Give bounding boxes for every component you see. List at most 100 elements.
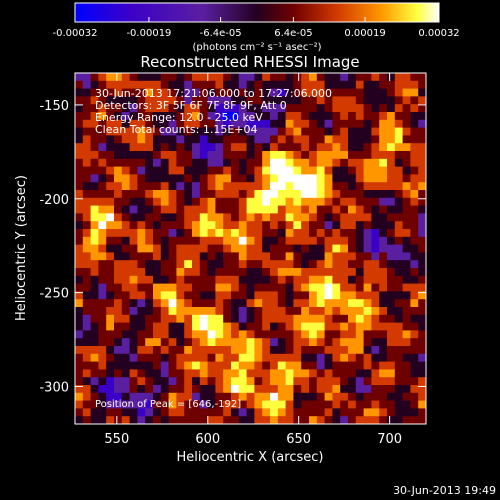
heatmap-cell <box>418 392 426 402</box>
heatmap-cell <box>254 197 263 207</box>
heatmap-cell <box>285 299 294 308</box>
heatmap-cell <box>371 346 380 355</box>
heatmap-cell <box>324 416 333 424</box>
heatmap-cell <box>215 221 224 230</box>
heatmap-cell <box>121 88 131 97</box>
heatmap-cell <box>192 229 201 238</box>
heatmap-cell <box>114 260 123 269</box>
heatmap-cell <box>223 96 232 105</box>
heatmap-cell <box>394 322 404 331</box>
heatmap-cell <box>82 353 92 363</box>
heatmap-cell <box>160 151 170 160</box>
heatmap-cell <box>410 143 419 152</box>
heatmap-cell <box>98 283 107 292</box>
heatmap-cell <box>137 197 146 207</box>
heatmap-cell <box>176 96 185 105</box>
heatmap-cell <box>324 112 333 121</box>
heatmap-cell <box>402 307 411 316</box>
heatmap-cell <box>121 104 131 113</box>
x-tick-label: 700 <box>377 432 402 447</box>
heatmap-cell <box>98 361 107 370</box>
heatmap-cell <box>90 127 99 136</box>
heatmap-cell <box>394 385 404 394</box>
heatmap-cell <box>246 182 255 191</box>
heatmap-cell <box>168 307 177 316</box>
heatmap-cell <box>324 400 333 409</box>
heatmap-cell <box>121 236 131 246</box>
heatmap-cell <box>387 322 396 331</box>
heatmap-cell <box>184 244 193 253</box>
heatmap-cell <box>238 408 248 417</box>
heatmap-cell <box>153 385 162 394</box>
heatmap-cell <box>98 346 107 355</box>
heatmap-cell <box>277 392 287 402</box>
heatmap-cell <box>262 135 271 144</box>
heatmap-cell <box>114 190 123 199</box>
heatmap-cell <box>402 416 411 424</box>
heatmap-cell <box>246 252 255 261</box>
heatmap-cell <box>301 322 310 331</box>
heatmap-cell <box>371 229 380 238</box>
heatmap-cell <box>82 283 92 292</box>
heatmap-cell <box>184 127 193 136</box>
heatmap-cell <box>324 275 333 285</box>
heatmap-cell <box>106 229 115 238</box>
heatmap-cell <box>246 158 255 168</box>
heatmap-cell <box>121 283 131 292</box>
heatmap-cell <box>348 400 357 409</box>
heatmap-cell <box>160 221 170 230</box>
heatmap-cell <box>371 416 380 424</box>
heatmap-cell <box>176 221 185 230</box>
heatmap-cell <box>379 190 388 199</box>
heatmap-cell <box>129 182 138 191</box>
heatmap-cell <box>199 158 209 168</box>
heatmap-cell <box>160 244 170 253</box>
heatmap-cell <box>207 190 216 199</box>
heatmap-cell <box>199 182 209 191</box>
heatmap-cell <box>199 229 209 238</box>
heatmap-cell <box>231 205 240 214</box>
heatmap-cell <box>332 283 341 292</box>
heatmap-cell <box>246 244 255 253</box>
heatmap-cell <box>355 275 365 285</box>
heatmap-cell <box>316 197 326 207</box>
heatmap-cell <box>316 275 326 285</box>
heatmap-cell <box>82 275 92 285</box>
heatmap-cell <box>301 361 310 370</box>
heatmap-cell <box>207 112 216 121</box>
heatmap-cell <box>301 244 310 253</box>
heatmap-cell <box>215 174 224 183</box>
heatmap-cell <box>402 322 411 331</box>
heatmap-cell <box>254 369 263 378</box>
heatmap-cell <box>168 299 177 308</box>
heatmap-cell <box>223 229 232 238</box>
heatmap-cell <box>348 182 357 191</box>
heatmap-cell <box>371 244 380 253</box>
heatmap-cell <box>145 338 154 347</box>
heatmap-cell <box>246 260 255 269</box>
heatmap-cell <box>332 369 341 378</box>
heatmap-cell <box>176 119 185 129</box>
heatmap-cell <box>355 361 365 370</box>
heatmap-cell <box>137 385 146 394</box>
heatmap-cell <box>309 213 318 222</box>
heatmap-cell <box>293 268 302 277</box>
heatmap-cell <box>192 369 201 378</box>
heatmap-cell <box>301 151 310 160</box>
heatmap-cell <box>371 252 380 261</box>
heatmap-cell <box>309 119 318 129</box>
heatmap-cell <box>316 377 326 386</box>
heatmap-cell <box>90 314 99 324</box>
heatmap-cell <box>277 369 287 378</box>
heatmap-cell <box>121 299 131 308</box>
heatmap-cell <box>106 182 115 191</box>
heatmap-cell <box>402 80 411 90</box>
heatmap-cell <box>137 96 146 105</box>
heatmap-cell <box>316 96 326 105</box>
heatmap-cell <box>254 174 263 183</box>
heatmap-cell <box>199 330 209 339</box>
heatmap-cell <box>223 369 232 378</box>
heatmap-cell <box>262 127 271 136</box>
heatmap-cell <box>418 322 426 331</box>
heatmap-cell <box>301 190 310 199</box>
